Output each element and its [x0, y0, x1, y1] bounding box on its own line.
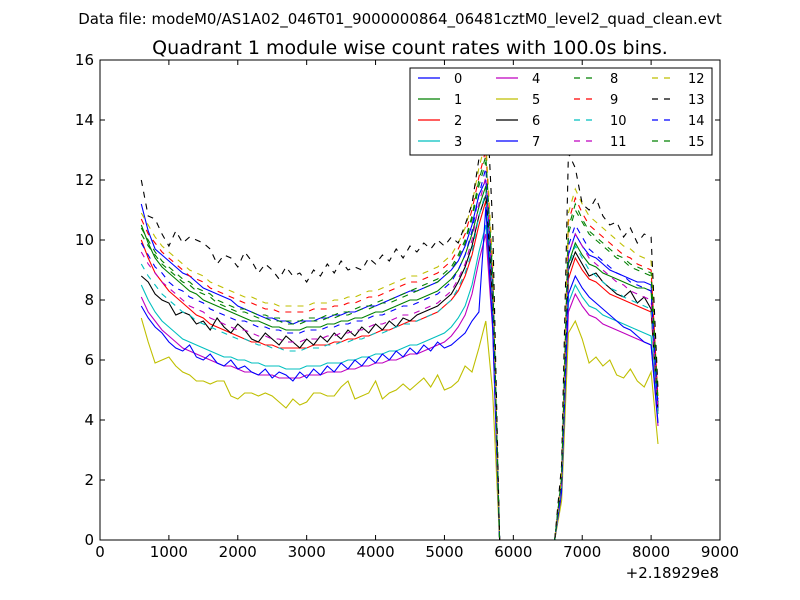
- legend-label-14: 14: [688, 114, 705, 129]
- data-file-label: Data file: modeM0/AS1A02_046T01_90000008…: [78, 10, 722, 29]
- x-tick-label: 2000: [219, 543, 257, 561]
- legend-label-3: 3: [454, 135, 462, 150]
- series-line-3: [140, 224, 659, 540]
- y-tick-label: 14: [75, 111, 94, 129]
- legend-label-6: 6: [532, 114, 540, 129]
- y-tick-label: 16: [75, 51, 94, 69]
- x-tick-label: 8000: [632, 543, 670, 561]
- series-line-4: [140, 233, 659, 540]
- series-line-10: [140, 191, 659, 540]
- legend-label-0: 0: [454, 72, 462, 87]
- y-tick-label: 6: [84, 351, 94, 369]
- x-tick-label: 6000: [494, 543, 532, 561]
- series-line-11: [140, 176, 659, 540]
- x-axis-offset-label: +2.18929e8: [626, 564, 719, 582]
- x-tick-label: 5000: [425, 543, 463, 561]
- legend-label-7: 7: [532, 135, 540, 150]
- series-line-2: [140, 200, 659, 540]
- series-line-12: [140, 140, 659, 540]
- y-tick-label: 0: [84, 531, 94, 549]
- series-line-8: [140, 161, 659, 540]
- legend-label-11: 11: [610, 135, 627, 150]
- legend-label-2: 2: [454, 114, 462, 129]
- y-tick-label: 10: [75, 231, 94, 249]
- legend-label-4: 4: [532, 72, 540, 87]
- y-tick-label: 12: [75, 171, 94, 189]
- plot-area: 0 1000 2000 3000 4000 5000 6000 7000 8000 9000 0 2 4…: [75, 51, 739, 561]
- series-line-0: [140, 179, 659, 540]
- legend-label-5: 5: [532, 93, 540, 108]
- y-tick-label: 8: [84, 291, 94, 309]
- series-line-7: [140, 206, 659, 540]
- x-tick-label: 4000: [356, 543, 394, 561]
- x-tick-label: 0: [95, 543, 105, 561]
- series-line-9: [140, 149, 659, 540]
- legend-label-9: 9: [610, 93, 618, 108]
- x-tick-label: 1000: [150, 543, 188, 561]
- x-tick-label: 9000: [701, 543, 739, 561]
- y-tick-label: 4: [84, 411, 94, 429]
- series-line-6: [140, 194, 659, 540]
- chart-title: Quadrant 1 module wise count rates with …: [152, 37, 668, 59]
- series-line-15: [140, 155, 659, 540]
- legend-label-15: 15: [688, 135, 705, 150]
- legend-label-1: 1: [454, 93, 462, 108]
- series-line-5: [140, 317, 659, 540]
- legend-label-13: 13: [688, 93, 705, 108]
- legend-label-12: 12: [688, 72, 705, 87]
- legend-box: [409, 67, 713, 156]
- legend-label-10: 10: [610, 114, 627, 129]
- x-tick-label: 3000: [288, 543, 326, 561]
- legend-label-8: 8: [610, 72, 618, 87]
- y-tick-label: 2: [84, 471, 94, 489]
- series-group: [140, 80, 659, 540]
- x-tick-label: 7000: [563, 543, 601, 561]
- series-line-13: [140, 80, 659, 540]
- series-line-1: [140, 185, 659, 540]
